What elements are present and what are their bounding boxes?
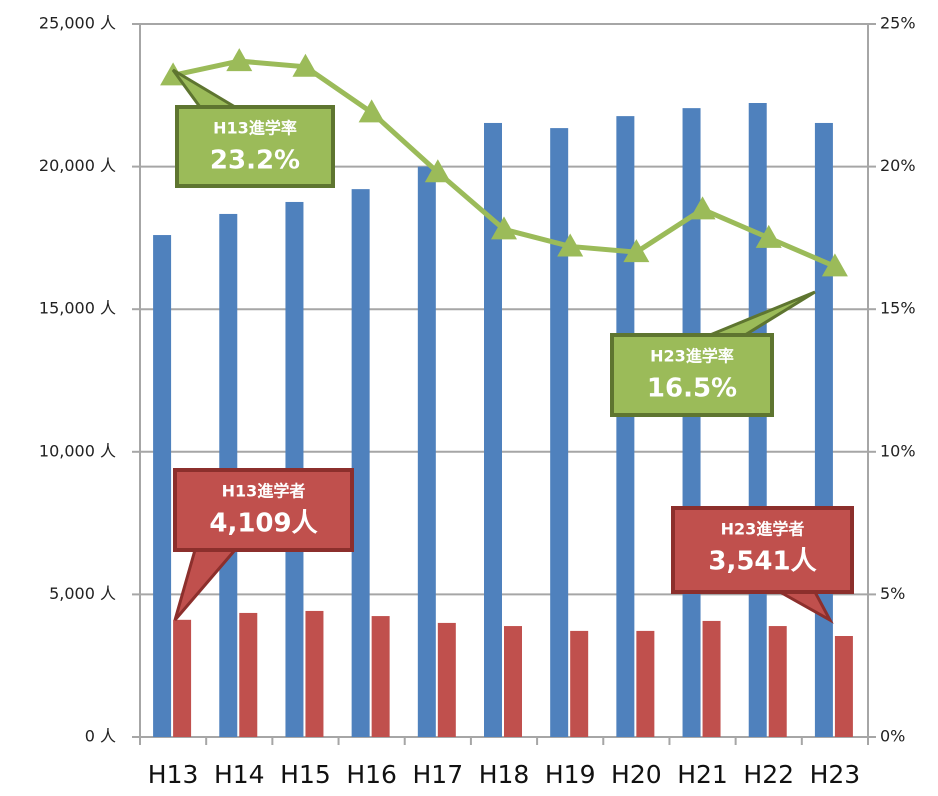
- y-tick-label: 15,000 人: [39, 299, 116, 318]
- bar: [636, 630, 655, 737]
- x-tick-label: H17: [413, 760, 464, 789]
- bar: [351, 189, 370, 737]
- bar: [834, 636, 853, 737]
- bar: [239, 612, 258, 737]
- y2-tick-label: 10%: [880, 441, 916, 460]
- x-tick-label: H13: [148, 760, 199, 789]
- x-tick-label: H23: [810, 760, 861, 789]
- callout-box: [175, 105, 335, 188]
- x-tick-label: H14: [214, 760, 265, 789]
- bar: [305, 610, 324, 737]
- x-tick-label: H21: [677, 760, 728, 789]
- callout-label: H13進学者: [222, 482, 306, 501]
- bar: [417, 166, 436, 738]
- bar: [768, 626, 787, 737]
- bar: [570, 630, 589, 737]
- callout-text: 3,541人: [708, 547, 816, 577]
- callout-label: H23進学率: [650, 347, 734, 366]
- y-tick-label: 0 人: [85, 727, 116, 746]
- y2-tick-label: 20%: [880, 156, 916, 175]
- x-tick-label: H16: [346, 760, 397, 789]
- marker: [755, 224, 782, 248]
- marker: [557, 233, 584, 257]
- bar: [153, 235, 172, 737]
- callout-text: 4,109人: [209, 509, 317, 539]
- marker: [491, 216, 517, 240]
- callout-text: 16.5%: [647, 374, 737, 404]
- callout-pointer: [171, 68, 241, 109]
- y-tick-label: 25,000 人: [39, 14, 116, 33]
- y2-tick-label: 25%: [880, 14, 916, 33]
- y-tick-label: 20,000 人: [39, 156, 116, 175]
- bar: [504, 626, 522, 737]
- bar: [484, 122, 502, 737]
- bar: [616, 116, 635, 737]
- marker: [292, 53, 319, 77]
- marker: [623, 239, 650, 263]
- y2-tick-label: 15%: [880, 299, 916, 318]
- marker: [689, 196, 716, 220]
- y-tick-label: 10,000 人: [39, 441, 116, 460]
- bar: [550, 128, 569, 737]
- x-tick-label: H19: [545, 760, 596, 789]
- marker: [226, 48, 253, 72]
- y2-tick-label: 0%: [880, 727, 905, 746]
- marker: [821, 253, 848, 277]
- marker: [424, 159, 451, 183]
- x-tick-label: H20: [611, 760, 662, 789]
- bar: [173, 619, 192, 737]
- callout-box: [173, 468, 354, 552]
- x-tick-label: H18: [479, 760, 530, 789]
- marker: [358, 99, 385, 123]
- y2-tick-label: 5%: [880, 584, 905, 603]
- y-tick-label: 5,000 人: [49, 584, 116, 603]
- bar: [814, 122, 833, 737]
- callout-label: H23進学者: [721, 520, 805, 539]
- callout-box: [671, 506, 854, 594]
- bar: [437, 622, 456, 737]
- callout-box: [610, 333, 774, 417]
- x-tick-label: H15: [280, 760, 331, 789]
- bar: [702, 620, 721, 737]
- bar: [371, 616, 390, 737]
- x-tick-label: H22: [743, 760, 794, 789]
- bar: [682, 108, 701, 737]
- bar: [748, 103, 767, 738]
- callout-label: H13進学率: [213, 119, 297, 138]
- callout-text: 23.2%: [210, 146, 300, 176]
